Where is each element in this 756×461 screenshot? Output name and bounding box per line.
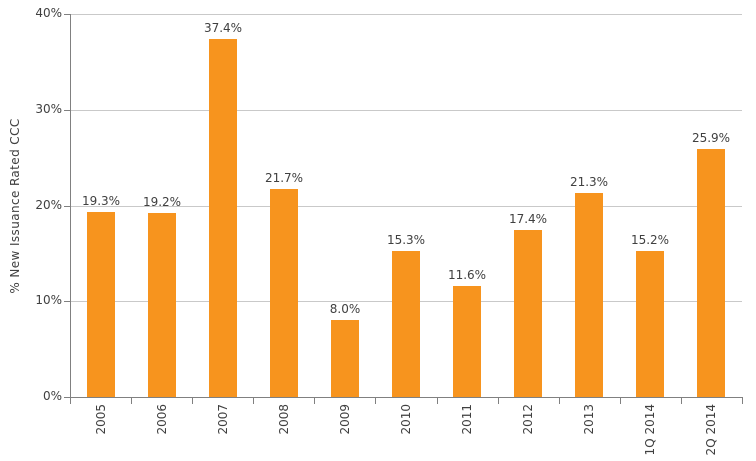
y-tick-label: 20% (35, 198, 62, 212)
x-tick-label: 2010 (399, 404, 413, 435)
y-axis-tick (64, 14, 70, 15)
x-tick-label: 2005 (94, 404, 108, 435)
y-axis-tick (64, 301, 70, 302)
x-tick-label: 2006 (155, 404, 169, 435)
bar (148, 213, 176, 397)
x-axis-tick (253, 398, 254, 404)
x-axis-tick (559, 398, 560, 404)
x-tick-label: 2Q 2014 (704, 404, 718, 456)
gridline (70, 206, 742, 207)
x-tick-label: 1Q 2014 (643, 404, 657, 456)
y-tick-label: 40% (35, 6, 62, 20)
bar (453, 286, 481, 397)
bar-value-label: 15.2% (630, 233, 670, 247)
bar-value-label: 17.4% (508, 212, 548, 226)
x-axis-tick (70, 398, 71, 404)
bar (514, 230, 542, 397)
bar-value-label: 8.0% (329, 302, 361, 316)
bar-value-label: 37.4% (203, 21, 243, 35)
y-axis-line (70, 14, 71, 397)
bar (575, 193, 603, 397)
bar-value-label: 11.6% (447, 268, 487, 282)
x-tick-label: 2008 (277, 404, 291, 435)
x-tick-label: 2011 (460, 404, 474, 435)
x-tick-label: 2007 (216, 404, 230, 435)
x-axis-tick (742, 398, 743, 404)
x-axis-tick (131, 398, 132, 404)
bar-value-label: 19.3% (81, 194, 121, 208)
x-axis-tick (375, 398, 376, 404)
y-axis-tick (64, 206, 70, 207)
bar (697, 149, 725, 397)
y-tick-label: 30% (35, 102, 62, 116)
bar (87, 212, 115, 397)
bar (270, 189, 298, 397)
bar-value-label: 25.9% (691, 131, 731, 145)
y-tick-label: 0% (42, 389, 62, 403)
bar (636, 251, 664, 397)
y-tick-label: 10% (35, 293, 62, 307)
y-axis-tick (64, 397, 70, 398)
bar-value-label: 15.3% (386, 233, 426, 247)
bar (209, 39, 237, 397)
bar (392, 251, 420, 397)
x-axis-tick (681, 398, 682, 404)
bar (331, 320, 359, 397)
gridline (70, 110, 742, 111)
x-axis-line (70, 397, 743, 398)
x-tick-label: 2012 (521, 404, 535, 435)
gridline (70, 14, 742, 15)
x-axis-tick (437, 398, 438, 404)
x-axis-tick (314, 398, 315, 404)
x-axis-tick (192, 398, 193, 404)
x-axis-tick (498, 398, 499, 404)
x-tick-label: 2013 (582, 404, 596, 435)
bar-value-label: 19.2% (142, 195, 182, 209)
x-tick-label: 2009 (338, 404, 352, 435)
x-axis-tick (620, 398, 621, 404)
y-axis-tick (64, 110, 70, 111)
bar-value-label: 21.3% (569, 175, 609, 189)
bar-value-label: 21.7% (264, 171, 304, 185)
